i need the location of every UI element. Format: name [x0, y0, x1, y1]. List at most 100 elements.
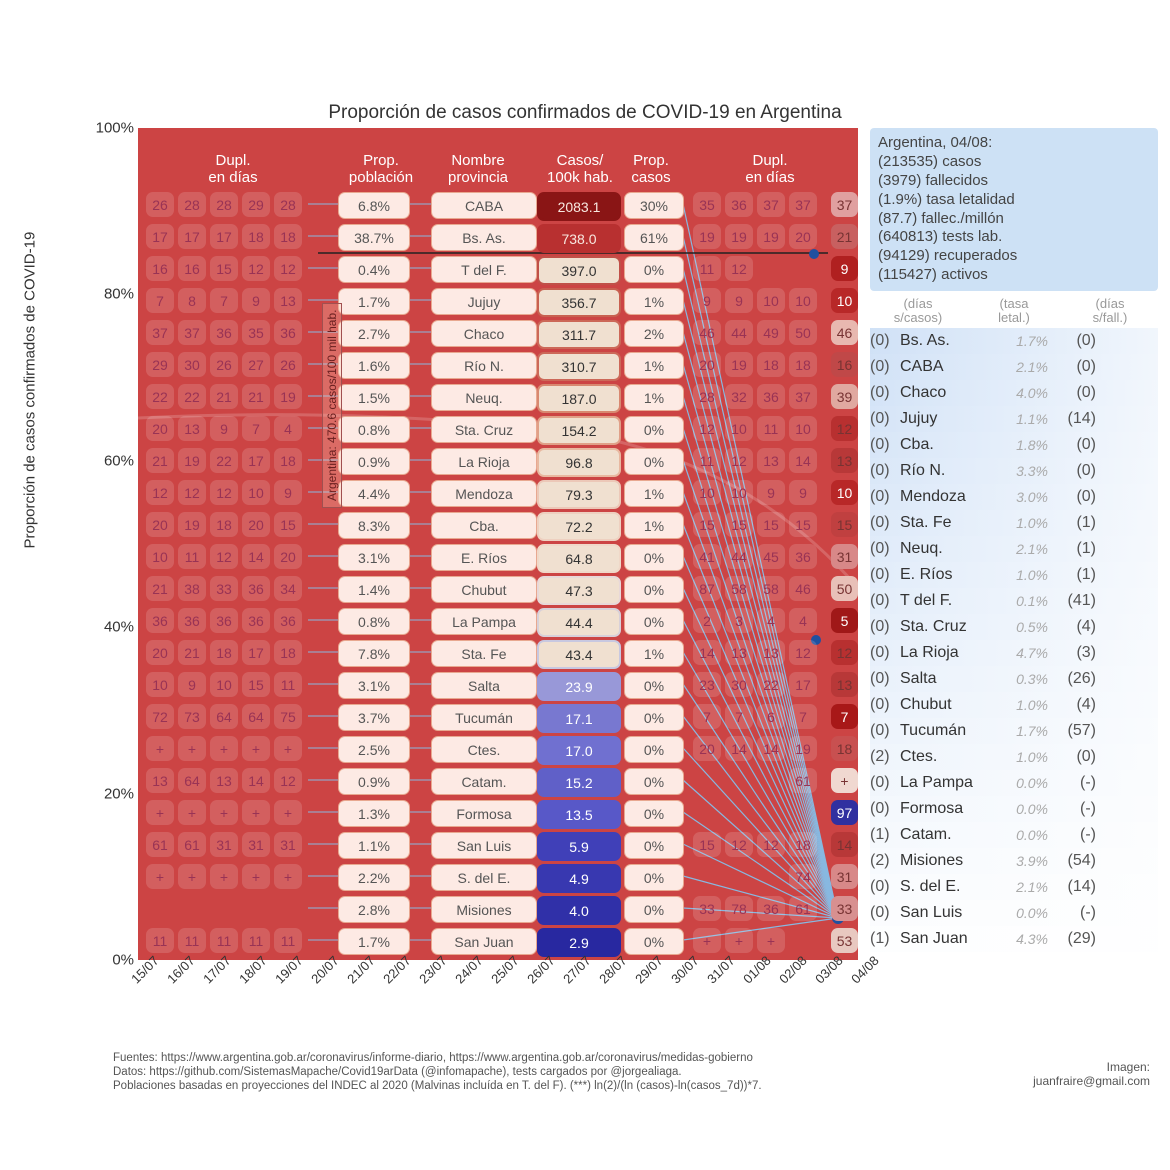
name-cell: Formosa	[431, 800, 537, 827]
dupl-final-cell: 10	[831, 480, 858, 505]
province-row: 20211817187.8%Sta. Fe43.41%1413131212	[138, 640, 858, 670]
dupl-left-cell: 13	[146, 768, 174, 793]
dupl-right-cell: 10	[789, 288, 817, 313]
dupl-right-cell: 18	[757, 352, 785, 377]
dupl-right-cell: 11	[693, 256, 721, 281]
image-credit: Imagen:juanfraire@gmail.com	[1033, 1060, 1150, 1088]
dupl-left-cell: 11	[178, 544, 206, 569]
right-panel: Argentina, 04/08:(213535) casos(3979) fa…	[870, 128, 1158, 952]
dupl-left-cell: 21	[242, 384, 270, 409]
dupl-left-cell: 61	[146, 832, 174, 857]
dupl-left-cell: 14	[242, 544, 270, 569]
province-row: +++++1.3%Formosa13.50%97	[138, 800, 858, 830]
summary-box: Argentina, 04/08:(213535) casos(3979) fa…	[870, 128, 1158, 291]
dupl-left-cell: 26	[210, 352, 238, 377]
dupl-right-cell: 13	[757, 448, 785, 473]
prop-cell: 1.5%	[338, 384, 410, 411]
casos-cell: 96.8	[537, 448, 621, 477]
dupl-left-cell: 29	[146, 352, 174, 377]
dupl-left-cell: 10	[242, 480, 270, 505]
right-list-row: (0)T del F.0.1%(41)	[870, 588, 1158, 614]
name-cell: S. del E.	[431, 864, 537, 891]
dupl-final-cell: 12	[831, 640, 858, 665]
dupl-right-cell: 36	[757, 384, 785, 409]
dupl-right-cell: 7	[789, 704, 817, 729]
dupl-right-cell: 14	[757, 736, 785, 761]
prop-cell: 2.5%	[338, 736, 410, 763]
name-cell: Sta. Cruz	[431, 416, 537, 443]
dupl-left-cell: 73	[178, 704, 206, 729]
dupl-right-cell: 33	[693, 896, 721, 921]
dupl-left-cell: 11	[274, 672, 302, 697]
name-cell: Cba.	[431, 512, 537, 539]
propcasos-cell: 2%	[624, 320, 684, 347]
casos-cell: 154.2	[537, 416, 621, 445]
dupl-right-cell: 46	[789, 576, 817, 601]
dupl-left-cell: 26	[274, 352, 302, 377]
dupl-left-cell: 18	[210, 640, 238, 665]
dupl-left-cell: 13	[178, 416, 206, 441]
prop-cell: 1.7%	[338, 288, 410, 315]
dupl-left-cell: 12	[210, 544, 238, 569]
dupl-left-cell: 30	[178, 352, 206, 377]
province-row: 36363636360.8%La Pampa44.40%23445	[138, 608, 858, 638]
propcasos-cell: 1%	[624, 480, 684, 507]
right-list-row: (2)Misiones3.9%(54)	[870, 848, 1158, 874]
right-list-row: (0)E. Ríos1.0%(1)	[870, 562, 1158, 588]
dupl-left-cell: 20	[274, 544, 302, 569]
province-row: 20139740.8%Sta. Cruz154.20%1210111012	[138, 416, 858, 446]
dupl-final-cell: 31	[831, 544, 858, 569]
dupl-final-cell: 5	[831, 608, 858, 633]
casos-cell: 44.4	[537, 608, 621, 637]
province-row: 2.8%Misiones4.00%3378366133	[138, 896, 858, 926]
dupl-right-cell: 15	[757, 512, 785, 537]
dupl-left-cell: 17	[242, 448, 270, 473]
dupl-right-cell: 9	[693, 288, 721, 313]
propcasos-cell: 0%	[624, 736, 684, 763]
dupl-left-cell: 15	[274, 512, 302, 537]
dupl-final-cell: 13	[831, 448, 858, 473]
dupl-final-cell: 16	[831, 352, 858, 377]
dupl-right-cell: 37	[789, 192, 817, 217]
dupl-final-cell: 97	[831, 800, 858, 825]
casos-cell: 187.0	[537, 384, 621, 413]
dupl-right-cell: 15	[789, 512, 817, 537]
dupl-right-cell: 45	[757, 544, 785, 569]
footer-text: Fuentes: https://www.argentina.gob.ar/co…	[113, 1052, 762, 1093]
dupl-right-cell: 44	[725, 320, 753, 345]
dupl-right-cell: 12	[757, 832, 785, 857]
right-list-row: (0)Jujuy1.1%(14)	[870, 406, 1158, 432]
dupl-left-cell: 37	[178, 320, 206, 345]
name-cell: T del F.	[431, 256, 537, 283]
prop-cell: 3.1%	[338, 544, 410, 571]
casos-cell: 4.0	[537, 896, 621, 925]
dupl-left-cell: 12	[210, 480, 238, 505]
y-tick: 20%	[104, 785, 134, 802]
right-list-row: (0)Neuq.2.1%(1)	[870, 536, 1158, 562]
prop-cell: 1.4%	[338, 576, 410, 603]
name-cell: Chaco	[431, 320, 537, 347]
dupl-right-cell: 22	[757, 672, 785, 697]
name-cell: Sta. Fe	[431, 640, 537, 667]
dupl-final-cell: 33	[831, 896, 858, 921]
dupl-right-cell: 12	[725, 832, 753, 857]
dupl-right-cell: 7	[725, 704, 753, 729]
dupl-left-cell: 19	[178, 512, 206, 537]
dupl-left-cell: 13	[210, 768, 238, 793]
name-cell: Río N.	[431, 352, 537, 379]
propcasos-cell: 0%	[624, 896, 684, 923]
dupl-right-cell: 49	[757, 320, 785, 345]
province-row: 1091015113.1%Salta23.90%2330221713	[138, 672, 858, 702]
dupl-right-cell: +	[725, 928, 753, 953]
dupl-left-cell: 18	[274, 640, 302, 665]
dupl-final-cell: 37	[831, 192, 858, 217]
dupl-left-cell: +	[210, 800, 238, 825]
dupl-final-cell: 21	[831, 224, 858, 249]
right-list-row: (0)Río N.3.3%(0)	[870, 458, 1158, 484]
propcasos-cell: 0%	[624, 416, 684, 443]
name-cell: Catam.	[431, 768, 537, 795]
propcasos-cell: 0%	[624, 448, 684, 475]
casos-cell: 356.7	[537, 288, 621, 317]
right-list-row: (2)Ctes.1.0%(0)	[870, 744, 1158, 770]
name-cell: Ctes.	[431, 736, 537, 763]
